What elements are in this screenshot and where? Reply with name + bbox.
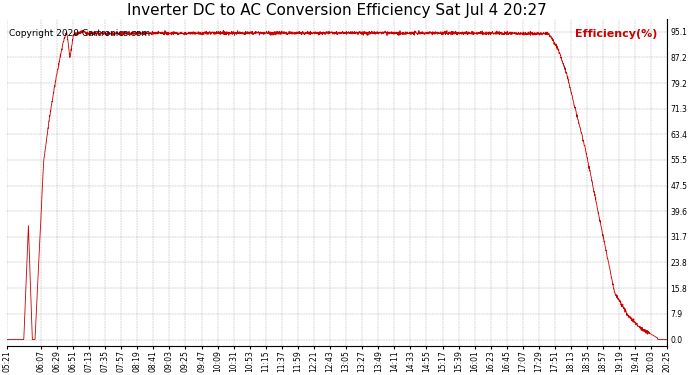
Title: Inverter DC to AC Conversion Efficiency Sat Jul 4 20:27: Inverter DC to AC Conversion Efficiency … bbox=[128, 3, 547, 18]
Text: Copyright 2020 Cartronics.com: Copyright 2020 Cartronics.com bbox=[8, 29, 150, 38]
Text: Efficiency(%): Efficiency(%) bbox=[575, 29, 658, 39]
